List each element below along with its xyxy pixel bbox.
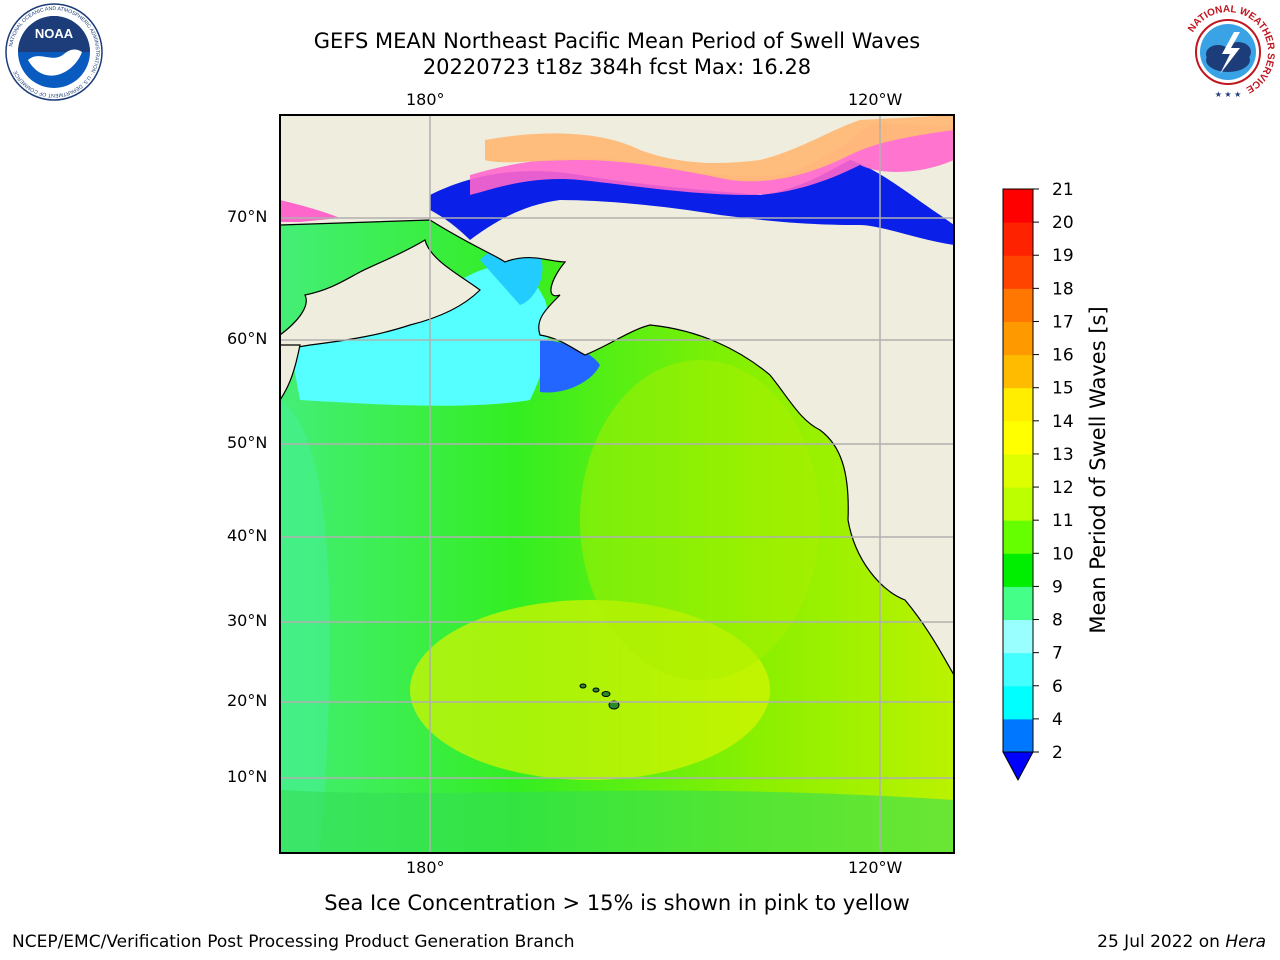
colorbar-tick-label: 19: [1052, 246, 1074, 266]
bering-sea-field: [290, 265, 550, 406]
colorbar-segment: [1003, 685, 1033, 720]
colorbar-tick-label: 16: [1052, 346, 1074, 366]
colorbar-under-triangle: [1002, 751, 1034, 782]
colorbar-segment: [1003, 619, 1033, 654]
sea-ice-west: [280, 200, 340, 222]
colorbar-segment: [1003, 222, 1033, 256]
colorbar-tick-label: 8: [1052, 611, 1063, 631]
lon-label-bottom-180: 180°: [406, 858, 445, 877]
lon-label-top-180: 180°: [406, 90, 445, 109]
colorbar-segment: [1003, 288, 1033, 322]
colorbar-tick-label: 17: [1052, 312, 1074, 332]
colorbar-tick-label: 15: [1052, 379, 1074, 399]
chart-subtitle: 20220723 t18z 384h fcst Max: 16.28: [422, 55, 812, 79]
colorbar-tick-label: 20: [1052, 213, 1074, 233]
footer-date: 25 Jul 2022 on Hera: [1097, 932, 1266, 952]
colorbar-segment: [1003, 354, 1033, 389]
colorbar-segment: [1003, 387, 1033, 422]
lat-label-10n: 10°N: [227, 767, 268, 786]
colorbar-segment: [1003, 420, 1033, 455]
hawaii-islands: [579, 683, 620, 710]
swell-field-south: [280, 790, 954, 853]
lon-label-top-120w: 120°W: [848, 90, 903, 109]
colorbar-segment: [1003, 586, 1033, 621]
north-america-land: [280, 115, 954, 677]
colorbar-tick-label: 10: [1052, 544, 1074, 564]
colorbar-segment: [1003, 255, 1033, 289]
noaa-logo-text: NOAA: [35, 26, 74, 41]
lat-label-70n: 70°N: [227, 207, 268, 226]
colorbar: 2 4 6 7 8 9 10 11 12 13 14 15 16 17 18 19 20 21: [1002, 180, 1074, 782]
colorbar-segment: [1003, 520, 1033, 554]
colorbar-tick-label: 13: [1052, 445, 1074, 465]
map-panel: [280, 115, 954, 853]
footer-producer: NCEP/EMC/Verification Post Processing Pr…: [12, 932, 575, 952]
map-frame: [279, 114, 955, 854]
colorbar-segment: [1003, 652, 1033, 687]
lat-label-60n: 60°N: [227, 329, 268, 348]
colorbar-tick-label: 7: [1052, 644, 1063, 664]
sea-ice-orange: [485, 115, 954, 182]
colorbar-segment: [1003, 453, 1033, 488]
lon-label-bottom-120w: 120°W: [848, 858, 903, 877]
noaa-logo: NOAA NATIONAL OCEANIC AND ATMOSPHERIC AD…: [4, 2, 104, 106]
nws-logo: NATIONAL WEATHER SERVICE ★ ★ ★: [1178, 2, 1278, 106]
footer-machine: Hera: [1225, 932, 1266, 952]
map-gridlines: [280, 115, 954, 853]
lat-label-50n: 50°N: [227, 433, 268, 452]
colorbar-frame: [1002, 188, 1034, 753]
colorbar-label: Mean Period of Swell Waves [s]: [1086, 306, 1110, 634]
colorbar-tick-label: 21: [1052, 180, 1074, 200]
sea-ice-pink: [470, 123, 954, 195]
colorbar-tick-label: 11: [1052, 511, 1074, 531]
swell-field-west: [280, 400, 330, 853]
colorbar-segment: [1003, 321, 1033, 356]
svg-text:★ ★ ★: ★ ★ ★: [1215, 90, 1242, 99]
colorbar-tick-label: 18: [1052, 279, 1074, 299]
colorbar-tick-label: 14: [1052, 412, 1074, 432]
chart-title: GEFS MEAN Northeast Pacific Mean Period …: [313, 29, 921, 53]
colorbar-tick-label: 4: [1052, 710, 1063, 730]
colorbar-tick-label: 12: [1052, 478, 1074, 498]
footer-date-text: 25 Jul 2022 on: [1097, 932, 1220, 952]
lat-label-40n: 40°N: [227, 526, 268, 545]
lat-label-30n: 30°N: [227, 611, 268, 630]
lat-label-20n: 20°N: [227, 691, 268, 710]
colorbar-tick-label: 9: [1052, 577, 1063, 597]
arctic-low-period-field: [430, 160, 954, 245]
colorbar-segment: [1003, 189, 1033, 223]
sea-ice-caption: Sea Ice Concentration > 15% is shown in …: [324, 891, 910, 915]
colorbar-segment: [1003, 553, 1033, 587]
colorbar-tick-label: 6: [1052, 677, 1063, 697]
swell-field-central: [580, 360, 820, 680]
colorbar-tick-label: 2: [1052, 743, 1063, 763]
colorbar-segment: [1003, 718, 1033, 753]
colorbar-segment: [1003, 487, 1033, 521]
